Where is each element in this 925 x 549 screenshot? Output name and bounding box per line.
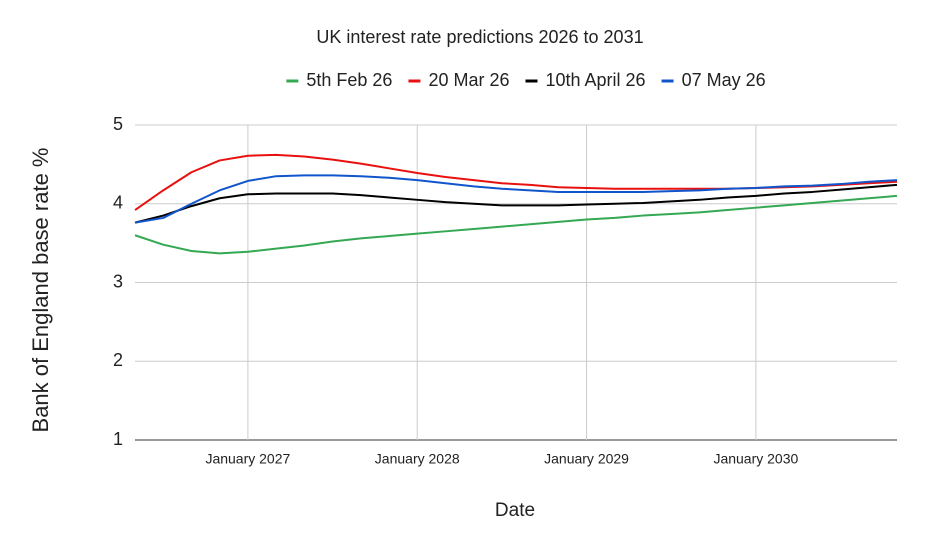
chart-title: UK interest rate predictions 2026 to 203… bbox=[316, 27, 643, 47]
line-series bbox=[134, 174, 898, 224]
line-series bbox=[134, 153, 898, 211]
y-tick-label: 2 bbox=[113, 350, 123, 370]
legend-label: 10th April 26 bbox=[545, 70, 645, 90]
x-tick-label: January 2028 bbox=[375, 451, 460, 467]
y-tick-label: 4 bbox=[113, 193, 123, 213]
x-tick-label: January 2029 bbox=[544, 451, 629, 467]
y-tick-label: 1 bbox=[113, 429, 123, 449]
y-tick-label: 3 bbox=[113, 271, 123, 291]
line-series bbox=[134, 194, 898, 255]
y-tick-label: 5 bbox=[113, 114, 123, 134]
x-tick-label: January 2027 bbox=[205, 451, 290, 467]
x-axis-label: Date bbox=[495, 500, 535, 521]
legend-label: 07 May 26 bbox=[682, 70, 766, 90]
x-tick-label: January 2030 bbox=[713, 451, 798, 467]
legend-label: 5th Feb 26 bbox=[306, 70, 392, 90]
line-series bbox=[134, 183, 898, 224]
y-axis-label: Bank of England base rate % bbox=[28, 148, 53, 433]
legend-label: 20 Mar 26 bbox=[428, 70, 509, 90]
